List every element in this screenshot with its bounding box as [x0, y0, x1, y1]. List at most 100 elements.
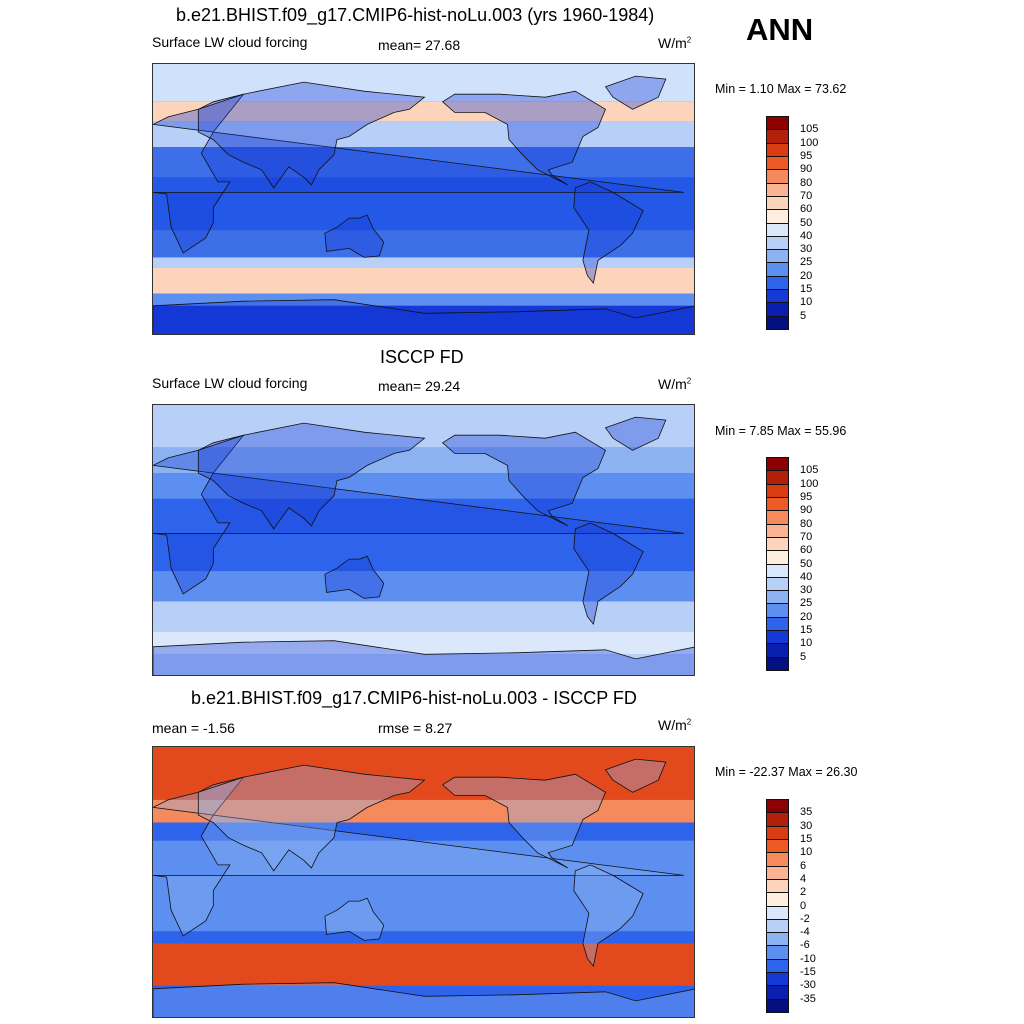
- colorbar-cell: [766, 656, 789, 671]
- panel-model-variable: Surface LW cloud forcing: [152, 34, 308, 50]
- colorbar-tick-label: 80: [800, 517, 813, 530]
- colorbar-cell: [766, 302, 789, 317]
- colorbar-tick-label: -15: [800, 966, 816, 979]
- colorbar-tick-label: 6: [800, 859, 807, 872]
- colorbar-tick-label: 4: [800, 872, 807, 885]
- season-label: ANN: [746, 12, 814, 47]
- colorbar-tick-label: 15: [800, 624, 813, 637]
- colorbar-cell: [766, 563, 789, 578]
- colorbar-tick-label: 15: [800, 832, 813, 845]
- colorbar-cell: [766, 523, 789, 538]
- panel-obs-variable: Surface LW cloud forcing: [152, 375, 308, 391]
- coastline: [573, 522, 644, 626]
- colorbar-cell: [766, 155, 789, 171]
- panel-obs-map: [152, 404, 695, 676]
- colorbar-tick-label: 10: [800, 846, 813, 859]
- colorbar-tick-label: -30: [800, 979, 816, 992]
- field-band: [153, 985, 694, 1017]
- field-band: [153, 943, 694, 986]
- field-band: [153, 822, 694, 841]
- panel-diff-colorbar: 35 30 15 10 6 4 2 0 -2 -4 -6 -10 -15 -30 -35: [766, 799, 816, 1013]
- field-band: [153, 654, 694, 675]
- panel-obs-minmax: Min = 7.85 Max = 55.96: [715, 424, 847, 438]
- field-band: [153, 305, 694, 334]
- colorbar-cell: [766, 129, 789, 144]
- colorbar-tick-label: -35: [800, 992, 816, 1005]
- colorbar-cell: [766, 249, 789, 264]
- field-band: [153, 121, 694, 148]
- colorbar-cell: [766, 892, 789, 907]
- coastline: [153, 776, 684, 937]
- colorbar-cell: [766, 998, 789, 1013]
- panel-model-units: W/m2: [658, 35, 692, 51]
- panel-diff-minmax: Min = -22.37 Max = 26.30: [715, 765, 858, 779]
- colorbar-tick-label: 40: [800, 229, 813, 242]
- colorbar-tick-label: 100: [800, 136, 819, 149]
- colorbar-tick-label: 35: [800, 806, 813, 819]
- colorbar-tick-label: 25: [800, 597, 813, 610]
- colorbar-tick-label: 95: [800, 490, 813, 503]
- field-band: [153, 268, 694, 294]
- field-band: [153, 230, 694, 258]
- colorbar-cell: [766, 510, 789, 525]
- colorbar-tick-label: 20: [800, 269, 813, 282]
- field-band: [153, 64, 694, 102]
- colorbar-cell: [766, 932, 789, 947]
- panel-obs-mean: mean= 29.24: [378, 378, 461, 394]
- colorbar-cell: [766, 590, 789, 605]
- colorbar-tick-label: 30: [800, 584, 813, 597]
- colorbar-cell: [766, 630, 789, 645]
- colorbar-cell: [766, 812, 789, 827]
- colorbar-cell: [766, 958, 789, 974]
- field-band: [153, 601, 694, 632]
- colorbar-cell: [766, 536, 789, 552]
- colorbar-cell: [766, 616, 789, 632]
- colorbar-tick-label: 0: [800, 899, 807, 912]
- colorbar-cell: [766, 275, 789, 291]
- coastline: [153, 299, 694, 334]
- colorbar-tick-label: 70: [800, 189, 813, 202]
- colorbar-cell: [766, 182, 789, 197]
- colorbar-cell: [766, 262, 789, 277]
- colorbar-tick-label: 15: [800, 283, 813, 296]
- colorbar-tick-label: 5: [800, 309, 807, 322]
- coastline: [604, 758, 667, 793]
- colorbar-tick-label: 30: [800, 243, 813, 256]
- colorbar-cell: [766, 116, 789, 131]
- colorbar-cell: [766, 825, 789, 840]
- panel-diff-mean: mean = -1.56: [152, 720, 235, 736]
- colorbar-tick-label: 105: [800, 464, 819, 477]
- panel-obs-colorbar: 105 100 95 90 80 70 60 50 40 30 25 20 15 10 5: [766, 457, 818, 671]
- colorbar-tick-label: 30: [800, 819, 813, 832]
- colorbar-tick-label: 50: [800, 557, 813, 570]
- colorbar-tick-label: -10: [800, 952, 816, 965]
- colorbar-cell: [766, 483, 789, 498]
- colorbar-cell: [766, 985, 789, 1000]
- colorbar-cell: [766, 603, 789, 618]
- colorbar-cell: [766, 235, 789, 251]
- panel-diff-units: W/m2: [658, 717, 692, 733]
- colorbar-tick-label: 50: [800, 216, 813, 229]
- colorbar-tick-label: 95: [800, 149, 813, 162]
- coastline: [573, 864, 644, 968]
- panel-obs-units: W/m2: [658, 376, 692, 392]
- colorbar-tick-label: -4: [800, 926, 810, 939]
- colorbar-tick-label: -2: [800, 912, 810, 925]
- field-band: [153, 101, 694, 122]
- colorbar-cell: [766, 972, 789, 987]
- field-band: [153, 447, 694, 473]
- colorbar-tick-label: 2: [800, 886, 807, 899]
- coastline: [153, 434, 684, 595]
- panel-model-title: b.e21.BHIST.f09_g17.CMIP6-hist-noLu.003 …: [176, 5, 655, 25]
- colorbar-cell: [766, 550, 789, 565]
- colorbar-cell: [766, 470, 789, 485]
- colorbar-tick-label: 20: [800, 610, 813, 623]
- field-band: [153, 840, 694, 932]
- coastline: [573, 181, 644, 285]
- panel-obs-title: ISCCP FD: [380, 347, 464, 367]
- colorbar-cell: [766, 643, 789, 658]
- colorbar-tick-label: 90: [800, 504, 813, 517]
- panel-diff-rmse: rmse = 8.27: [378, 720, 453, 736]
- field-band: [153, 799, 694, 823]
- colorbar-tick-label: -6: [800, 939, 810, 952]
